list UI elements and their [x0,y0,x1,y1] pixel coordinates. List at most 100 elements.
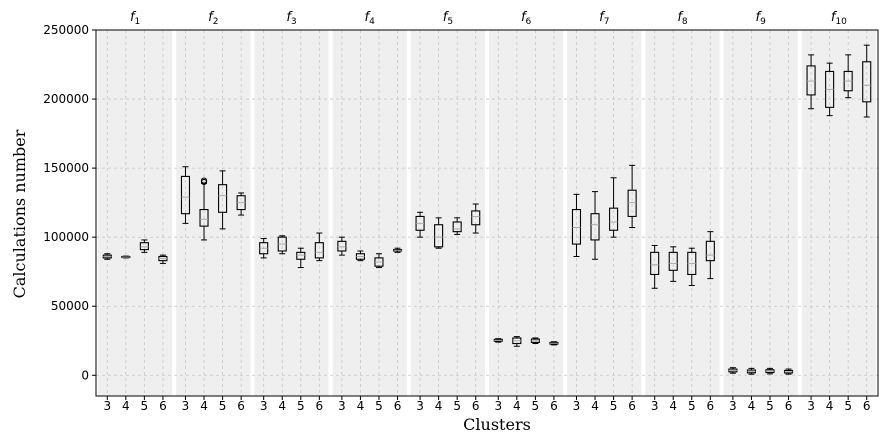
y-tick-label: 0 [81,368,89,382]
panel-title-subscript: 7 [604,17,610,27]
panel-title-subscript: 2 [213,17,219,27]
x-tick-label: 6 [472,399,480,413]
panel-title-letter: f [365,10,372,25]
panel-background [176,30,251,396]
x-tick-label: 3 [494,399,502,413]
x-tick-label: 6 [628,399,636,413]
x-tick-label: 6 [316,399,324,413]
panel-title-letter: f [756,10,763,25]
x-tick-label: 6 [785,399,793,413]
box [199,208,209,227]
x-tick-label: 5 [141,399,149,413]
x-tick-label: 5 [532,399,540,413]
panel-title: f9 [756,10,767,27]
panel-title: f5 [443,10,453,27]
panel-title-letter: f [831,10,838,25]
panel-title-subscript: 1 [135,17,141,27]
box [180,175,191,215]
y-tick-label: 250000 [43,23,89,37]
y-tick-label: 50000 [51,299,89,313]
panel-title-letter: f [443,10,450,25]
x-tick-label: 6 [863,399,871,413]
x-tick-label: 5 [297,399,305,413]
x-tick-label: 6 [550,399,558,413]
panel-title-letter: f [521,10,528,25]
panel-title-subscript: 10 [835,17,847,27]
box [571,208,582,245]
panel-title: f6 [521,10,532,27]
x-tick-label: 6 [707,399,715,413]
x-tick-label: 5 [610,399,618,413]
panel-background [801,30,876,396]
panel-title-subscript: 5 [447,17,453,27]
panel-background [489,30,564,396]
x-tick-label: 5 [375,399,383,413]
y-tick-label: 100000 [43,230,89,244]
x-tick-label: 3 [807,399,815,413]
outlier-point [200,177,208,184]
panel-title-subscript: 3 [291,17,297,27]
panel-background [254,30,329,396]
box [590,213,600,241]
x-tick-label: 5 [766,399,774,413]
box [218,184,228,213]
x-tick-label: 5 [219,399,227,413]
panel-title: f3 [286,10,296,27]
x-tick-label: 3 [573,399,581,413]
panel-backgrounds [98,30,876,396]
x-tick-label: 6 [394,399,402,413]
panel-title: f7 [599,10,609,27]
x-tick-label: 4 [513,399,521,413]
box [668,251,678,271]
panel-title: f10 [831,10,847,27]
panel-title-subscript: 6 [526,17,532,27]
box [452,221,462,233]
panel-title-letter: f [677,10,684,25]
plot-frame [95,29,879,397]
panel-background [645,30,720,396]
y-tick-label: 200000 [43,92,89,106]
box [434,224,444,248]
axes [92,29,879,400]
box [705,240,715,262]
x-axis-title: Clusters [463,415,531,434]
x-tick-label: 3 [651,399,659,413]
panel-background [98,30,173,396]
x-tick-label: 4 [591,399,599,413]
box-plots [102,44,872,375]
box [609,207,619,231]
x-tick-label: 3 [729,399,737,413]
x-tick-label: 3 [103,399,111,413]
x-tick-label: 6 [159,399,167,413]
x-tick-label: 3 [260,399,268,413]
panel-background [567,30,642,396]
panel-title-subscript: 4 [369,17,375,27]
panel-background [332,30,407,396]
panel-title-letter: f [208,10,215,25]
box [314,242,324,259]
x-tick-label: 4 [200,399,208,413]
box [650,251,660,276]
panel-title-letter: f [599,10,606,25]
box [337,240,347,252]
panel-title-subscript: 9 [760,17,766,27]
panel-title: f1 [130,10,140,27]
x-tick-label: 4 [122,399,130,413]
box [296,251,306,260]
panel-title-letter: f [286,10,293,25]
panel-title-subscript: 8 [682,17,688,27]
panel-title: f2 [208,10,218,27]
box [862,61,872,103]
box [139,242,149,251]
x-tick-label: 4 [435,399,443,413]
y-tick-label: 150000 [43,161,89,175]
panel-background [723,30,798,396]
x-tick-label: 3 [182,399,190,413]
x-tick-label: 4 [669,399,677,413]
x-tick-label: 5 [453,399,461,413]
panel-background [410,30,485,396]
panel-title: f4 [365,10,376,27]
y-axis-title: Calculations number [10,129,29,298]
